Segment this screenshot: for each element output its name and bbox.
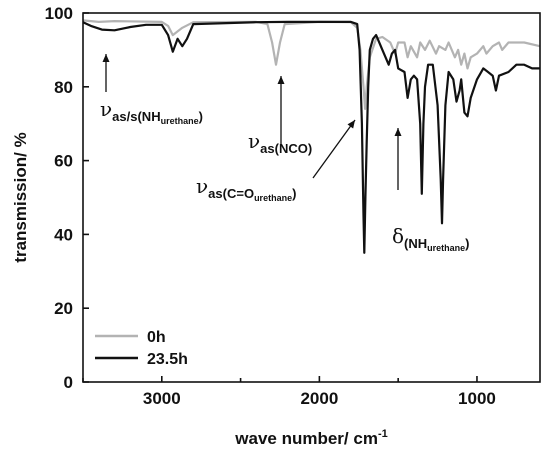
annotation-subscript: as/s(NH — [112, 109, 160, 124]
annotation-symbol: ν — [248, 129, 260, 153]
annotation-arrow-head — [102, 54, 110, 62]
annotation-label: νas(NCO) — [248, 129, 312, 156]
annotation-subsubscript: urethane — [254, 193, 292, 203]
annotation-subsubscript: urethane — [161, 116, 199, 126]
annotation-arrow-head — [347, 120, 355, 129]
annotation-arrow-head — [277, 76, 285, 84]
x-axis-title: wave number/ cm-1 — [234, 428, 387, 448]
axis-ticks: 0 20 40 60 80 100 3000 2000 1000 — [45, 4, 496, 408]
annotations: νas/s(NHurethane)νas(NCO)νas(C=Ourethane… — [100, 54, 470, 253]
y-axis-title: transmission/ % — [11, 132, 30, 262]
x-axis-title-text: wave number/ cm — [234, 429, 378, 448]
annotation-arrow-head — [394, 128, 402, 136]
annotation-subscript-close: ) — [465, 236, 469, 251]
x-tick-label: 2000 — [300, 389, 338, 408]
annotation-symbol: ν — [100, 97, 112, 121]
y-tick-label: 0 — [64, 373, 73, 392]
annotation-subsubscript: urethane — [427, 243, 465, 253]
legend: 0h 23.5h — [95, 329, 188, 368]
y-tick-label: 80 — [54, 78, 73, 97]
y-tick-label: 60 — [54, 152, 73, 171]
annotation-symbol: ν — [196, 174, 208, 198]
x-tick-label: 1000 — [458, 389, 496, 408]
y-tick-label: 40 — [54, 225, 73, 244]
y-tick-label: 100 — [45, 4, 73, 23]
annotation-symbol: δ — [392, 224, 404, 248]
annotation-label: δ(NHurethane) — [392, 224, 470, 253]
annotation-label: νas(C=Ourethane) — [196, 174, 296, 203]
annotation-subscript: as(C=O — [208, 186, 254, 201]
annotation-subscript: as(NCO) — [260, 141, 312, 156]
annotation-label: νas/s(NHurethane) — [100, 97, 203, 126]
legend-label: 0h — [147, 329, 166, 346]
annotation-subscript: (NH — [404, 236, 427, 251]
y-tick-label: 20 — [54, 299, 73, 318]
x-tick-label: 3000 — [143, 389, 181, 408]
plot-frame — [82, 12, 541, 383]
series-lines — [82, 19, 541, 254]
annotation-subscript-close: ) — [292, 186, 296, 201]
annotation-subscript-close: ) — [199, 109, 203, 124]
x-axis-title-superscript: -1 — [378, 428, 388, 440]
series-line-b — [82, 20, 540, 254]
annotation-arrow-shaft — [312, 119, 356, 179]
legend-label: 23.5h — [147, 351, 188, 368]
